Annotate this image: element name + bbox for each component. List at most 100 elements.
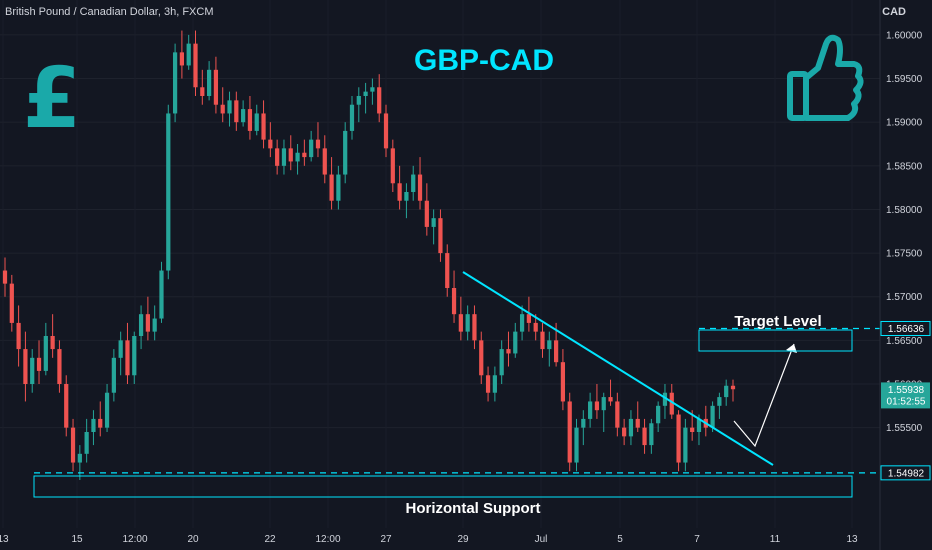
candle-body — [30, 357, 35, 384]
candle-body — [526, 314, 531, 323]
candle-body — [254, 113, 259, 131]
candle-body — [485, 375, 491, 393]
y-tick-label: 1.55500 — [886, 423, 923, 434]
y-tick-label: 1.58500 — [886, 161, 923, 172]
y-axis-tick-labels: 1.60000 1.59500 1.59000 1.58500 1.58000 1.575… — [886, 30, 923, 434]
x-tick-label: Jul — [535, 534, 548, 545]
candle-body — [370, 87, 375, 92]
support-price-tag — [880, 465, 931, 481]
candle-body — [179, 52, 185, 66]
candle-body — [574, 427, 579, 463]
candle-body — [152, 318, 157, 332]
candle-body — [159, 270, 164, 319]
candle-countdown-text: 01:52:55 — [887, 396, 926, 407]
candle-body — [690, 427, 695, 432]
symbol-header[interactable]: British Pound / Canadian Dollar, 3h, FXC… — [5, 6, 214, 18]
y-tick-label: 1.57500 — [886, 249, 923, 260]
x-tick-label: 12:00 — [315, 534, 340, 545]
candle-body — [438, 218, 443, 254]
candle-body — [717, 397, 722, 406]
candle-body — [349, 104, 355, 131]
candle-body — [23, 349, 28, 384]
x-tick-label: 12:00 — [122, 534, 147, 545]
candle-body — [302, 152, 307, 158]
currency-label: CAD — [882, 6, 906, 18]
candle-body — [281, 148, 287, 166]
candle-body — [615, 401, 620, 428]
candle-body — [683, 427, 688, 463]
candle-body — [383, 113, 389, 149]
candlestick-series — [2, 30, 736, 480]
candle-body — [492, 375, 497, 393]
chart-title: GBP-CAD — [414, 44, 554, 77]
y-tick-label: 1.58000 — [886, 205, 923, 216]
candle-body — [465, 314, 470, 332]
candle-body — [608, 397, 613, 402]
candle-body — [411, 174, 416, 192]
chart-annotations: Target Level Horizontal Support GBP-CAD … — [23, 34, 880, 517]
candle-body — [70, 427, 76, 463]
candle-body — [424, 200, 429, 227]
candle-body — [125, 340, 130, 376]
candle-body — [445, 253, 450, 288]
y-tick-label: 1.59000 — [886, 118, 923, 129]
candle-body — [213, 69, 219, 105]
candle-body — [145, 314, 150, 332]
candle-body — [628, 418, 634, 437]
candle-body — [472, 314, 477, 341]
candle-body — [588, 401, 593, 419]
y-tick-label: 1.60000 — [886, 30, 923, 41]
candle-body — [166, 113, 171, 271]
target-price-tag — [880, 320, 931, 336]
x-tick-label: 5 — [617, 534, 623, 545]
x-tick-label: 15 — [71, 534, 83, 545]
candle-body — [451, 288, 457, 315]
x-tick-label: 29 — [457, 534, 469, 545]
candle-body — [268, 139, 273, 149]
candle-body — [710, 405, 715, 428]
candle-body — [241, 109, 246, 123]
candle-body — [220, 104, 225, 114]
candle-body — [547, 340, 552, 350]
candle-body — [322, 148, 327, 175]
candle-body — [649, 423, 654, 446]
candle-body — [662, 392, 668, 406]
candle-body — [138, 314, 144, 336]
x-axis-tick-labels: 13 15 12:00 20 22 12:00 27 29 Jul 5 7 11 13 — [0, 534, 858, 545]
candle-body — [43, 336, 48, 371]
pound-icon: £ — [23, 49, 81, 147]
candle-body — [172, 52, 178, 114]
candle-body — [288, 148, 293, 162]
candle-body — [234, 100, 239, 123]
candle-body — [275, 148, 280, 166]
candle-body — [594, 401, 600, 411]
x-tick-label: 11 — [770, 534, 781, 545]
candle-body — [397, 183, 402, 201]
candle-body — [560, 362, 566, 402]
thumbs-up-icon — [787, 34, 864, 121]
x-tick-label: 27 — [380, 534, 392, 545]
candle-body — [377, 87, 382, 114]
candle-body — [669, 392, 674, 415]
candle-body — [513, 331, 518, 354]
target-price-text: 1.56636 — [888, 324, 925, 335]
candle-body — [57, 349, 62, 384]
candle-body — [458, 314, 463, 332]
x-tick-label: 13 — [0, 534, 9, 545]
candle-body — [356, 96, 361, 105]
candle-body — [635, 418, 640, 428]
support-price-text: 1.54982 — [888, 468, 925, 479]
candle-body — [104, 392, 110, 428]
candle-body — [642, 427, 647, 446]
projection-path — [733, 343, 795, 448]
candle-body — [601, 397, 606, 411]
target-level-box — [698, 329, 853, 352]
candle-body — [295, 152, 300, 162]
candle-body — [193, 43, 198, 88]
candle-body — [363, 91, 368, 96]
candle-body — [676, 414, 681, 463]
x-tick-label: 7 — [694, 534, 700, 545]
candle-body — [200, 87, 205, 96]
candle-body — [329, 174, 334, 201]
